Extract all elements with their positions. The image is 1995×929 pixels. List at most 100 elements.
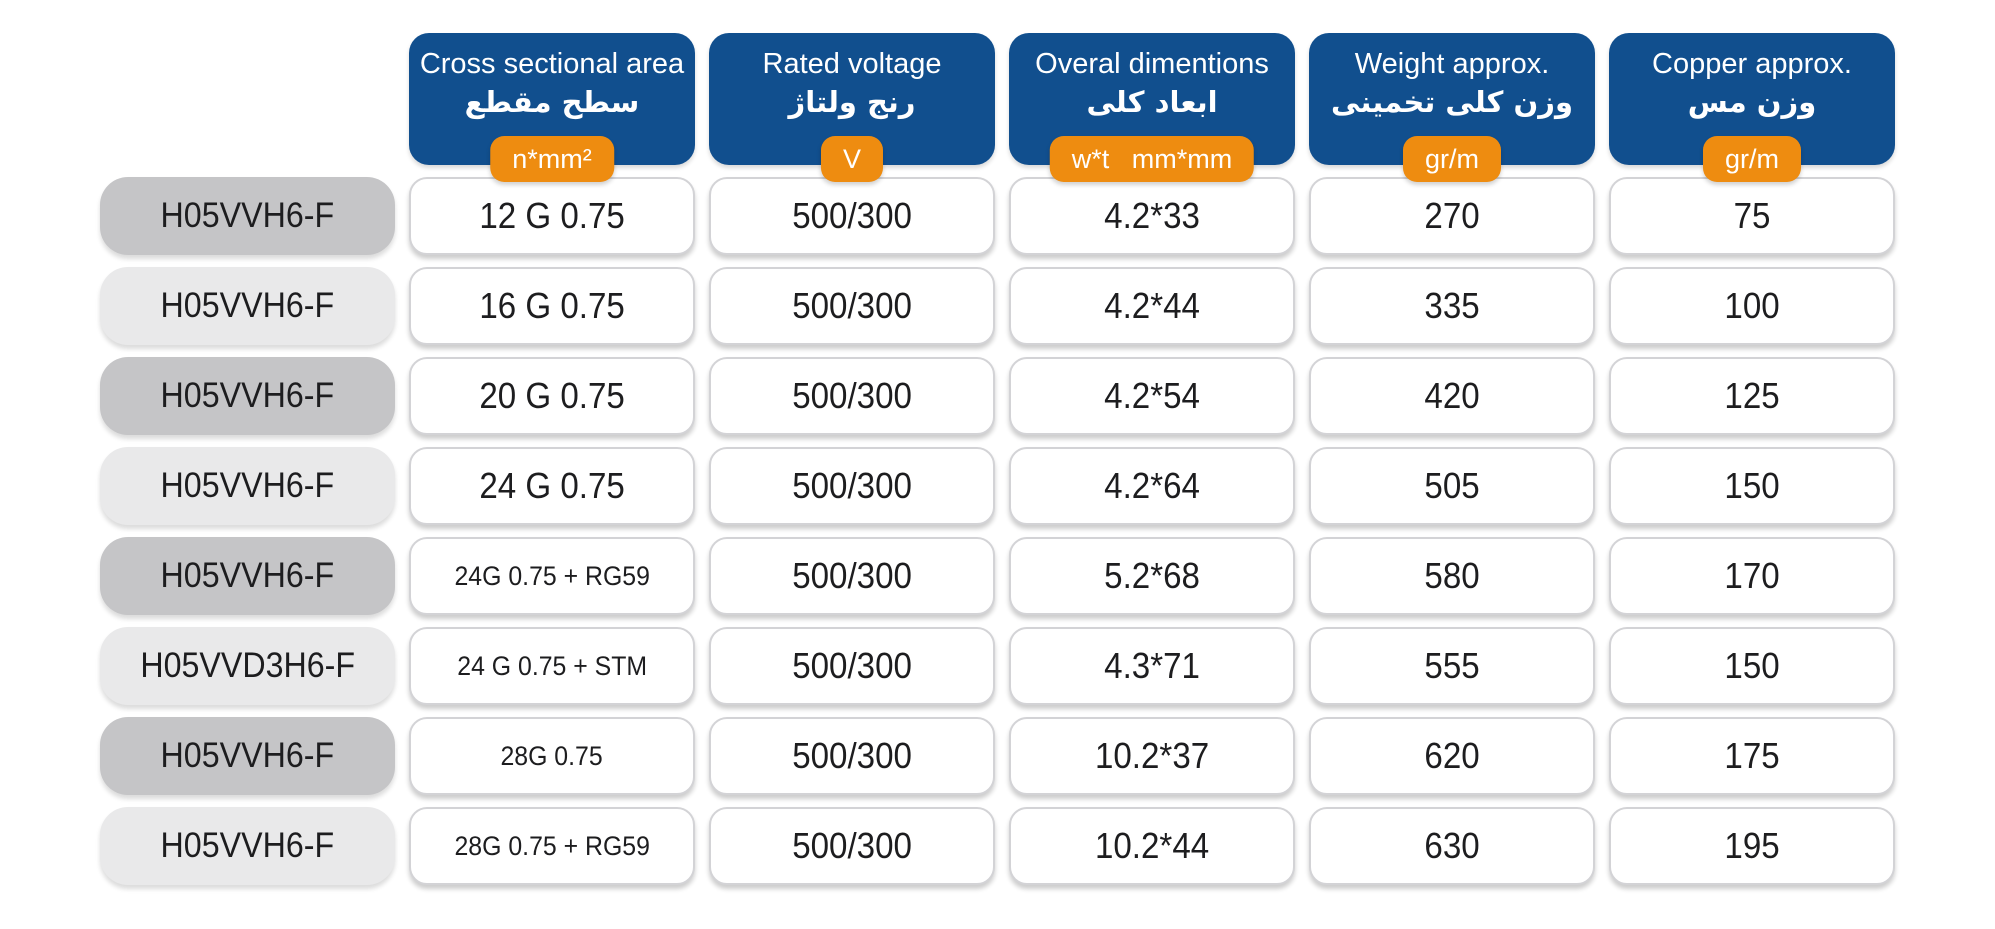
cell-cross-section: 24 G 0.75 bbox=[409, 447, 695, 525]
cell-value: 500/300 bbox=[792, 645, 912, 686]
cell-value: 16 G 0.75 bbox=[479, 285, 625, 326]
cell-value: 20 G 0.75 bbox=[479, 375, 625, 416]
cell-value: 500/300 bbox=[792, 465, 912, 506]
cell-value: 24G 0.75 + RG59 bbox=[454, 560, 650, 591]
cable-spec-table: Cross sectional area سطح مقطع n*mm² Rate… bbox=[100, 33, 1895, 885]
column-title-en: Overal dimentions bbox=[1035, 48, 1269, 80]
row-type-pill: H05VVH6-F bbox=[100, 177, 395, 255]
row-type-label: H05VVH6-F bbox=[160, 376, 335, 415]
column-header: Overal dimentions ابعاد کلی w*t mm*mm bbox=[1009, 33, 1295, 182]
cell-value: 28G 0.75 + RG59 bbox=[454, 830, 650, 861]
unit-badge: n*mm² bbox=[490, 136, 614, 182]
unit-badge-label: gr/m bbox=[1725, 144, 1779, 174]
cell-dimensions: 10.2*44 bbox=[1009, 807, 1295, 885]
cell-cross-section: 28G 0.75 + RG59 bbox=[409, 807, 695, 885]
cell-voltage: 500/300 bbox=[709, 267, 995, 345]
cell-value: 630 bbox=[1424, 825, 1480, 866]
cell-voltage: 500/300 bbox=[709, 627, 995, 705]
cell-dimensions: 4.3*71 bbox=[1009, 627, 1295, 705]
column-header: Weight approx. وزن کلی تخمینی gr/m bbox=[1309, 33, 1595, 182]
cell-voltage: 500/300 bbox=[709, 717, 995, 795]
cell-copper: 150 bbox=[1609, 627, 1895, 705]
row-type-pill: H05VVD3H6-F bbox=[100, 627, 395, 705]
cell-value: 24 G 0.75 bbox=[479, 465, 625, 506]
unit-badge-label: n*mm² bbox=[512, 144, 592, 174]
cell-value: 500/300 bbox=[792, 285, 912, 326]
row-type-label: H05VVH6-F bbox=[160, 556, 335, 595]
cell-cross-section: 24G 0.75 + RG59 bbox=[409, 537, 695, 615]
column-title-en: Weight approx. bbox=[1354, 48, 1550, 80]
cell-value: 150 bbox=[1724, 645, 1780, 686]
cell-value: 10.2*44 bbox=[1094, 825, 1210, 866]
cell-value: 420 bbox=[1424, 375, 1480, 416]
cell-dimensions: 4.2*64 bbox=[1009, 447, 1295, 525]
column-header: Cross sectional area سطح مقطع n*mm² bbox=[409, 33, 695, 182]
cell-copper: 125 bbox=[1609, 357, 1895, 435]
cell-value: 125 bbox=[1724, 375, 1780, 416]
cell-value: 28G 0.75 bbox=[500, 740, 604, 771]
cell-copper: 100 bbox=[1609, 267, 1895, 345]
cell-dimensions: 4.2*54 bbox=[1009, 357, 1295, 435]
cell-value: 620 bbox=[1424, 735, 1480, 776]
cell-weight: 270 bbox=[1309, 177, 1595, 255]
unit-badge: V bbox=[820, 136, 884, 182]
unit-badge-label: w*t mm*mm bbox=[1071, 144, 1233, 174]
header-spacer bbox=[100, 33, 395, 165]
cell-dimensions: 5.2*68 bbox=[1009, 537, 1295, 615]
cell-voltage: 500/300 bbox=[709, 447, 995, 525]
column-header: Rated voltage رنج ولتاژ V bbox=[709, 33, 995, 182]
cell-value: 10.2*37 bbox=[1094, 735, 1210, 776]
cell-value: 195 bbox=[1724, 825, 1780, 866]
column-title-fa: ابعاد کلی bbox=[1086, 85, 1218, 119]
cell-weight: 335 bbox=[1309, 267, 1595, 345]
cell-weight: 620 bbox=[1309, 717, 1595, 795]
row-type-pill: H05VVH6-F bbox=[100, 807, 395, 885]
cell-value: 500/300 bbox=[792, 375, 912, 416]
cell-value: 75 bbox=[1733, 195, 1771, 236]
cell-cross-section: 28G 0.75 bbox=[409, 717, 695, 795]
row-type-pill: H05VVH6-F bbox=[100, 357, 395, 435]
cell-value: 4.2*54 bbox=[1104, 375, 1200, 416]
cell-cross-section: 16 G 0.75 bbox=[409, 267, 695, 345]
cell-copper: 175 bbox=[1609, 717, 1895, 795]
cell-value: 500/300 bbox=[792, 735, 912, 776]
row-type-pill: H05VVH6-F bbox=[100, 537, 395, 615]
cell-value: 4.2*44 bbox=[1104, 285, 1200, 326]
cell-voltage: 500/300 bbox=[709, 807, 995, 885]
cell-cross-section: 12 G 0.75 bbox=[409, 177, 695, 255]
column-header: Copper approx. وزن مس gr/m bbox=[1609, 33, 1895, 182]
cell-value: 270 bbox=[1424, 195, 1480, 236]
column-title-en: Copper approx. bbox=[1652, 48, 1852, 80]
row-type-pill: H05VVH6-F bbox=[100, 267, 395, 345]
cell-cross-section: 20 G 0.75 bbox=[409, 357, 695, 435]
cell-value: 580 bbox=[1424, 555, 1480, 596]
cell-copper: 195 bbox=[1609, 807, 1895, 885]
cell-voltage: 500/300 bbox=[709, 357, 995, 435]
column-title-fa: وزن کلی تخمینی bbox=[1331, 85, 1573, 119]
cell-value: 505 bbox=[1424, 465, 1480, 506]
column-title-fa: رنج ولتاژ bbox=[788, 85, 916, 119]
cell-copper: 150 bbox=[1609, 447, 1895, 525]
cell-value: 555 bbox=[1424, 645, 1480, 686]
cell-weight: 505 bbox=[1309, 447, 1595, 525]
row-type-pill: H05VVH6-F bbox=[100, 717, 395, 795]
column-title-fa: وزن مس bbox=[1687, 85, 1817, 119]
cell-copper: 170 bbox=[1609, 537, 1895, 615]
cell-voltage: 500/300 bbox=[709, 177, 995, 255]
cell-value: 175 bbox=[1724, 735, 1780, 776]
unit-badge: gr/m bbox=[1703, 136, 1801, 182]
cell-value: 5.2*68 bbox=[1104, 555, 1200, 596]
row-type-label: H05VVH6-F bbox=[160, 466, 335, 505]
cell-value: 24 G 0.75 + STM bbox=[457, 650, 647, 681]
cell-value: 4.2*33 bbox=[1104, 195, 1200, 236]
cell-value: 500/300 bbox=[792, 825, 912, 866]
row-type-label: H05VVD3H6-F bbox=[140, 646, 355, 685]
cell-value: 100 bbox=[1724, 285, 1780, 326]
row-type-label: H05VVH6-F bbox=[160, 826, 335, 865]
column-title-en: Cross sectional area bbox=[419, 48, 685, 80]
cell-value: 4.2*64 bbox=[1104, 465, 1200, 506]
row-type-label: H05VVH6-F bbox=[160, 736, 335, 775]
cell-cross-section: 24 G 0.75 + STM bbox=[409, 627, 695, 705]
cell-copper: 75 bbox=[1609, 177, 1895, 255]
row-type-label: H05VVH6-F bbox=[160, 286, 335, 325]
